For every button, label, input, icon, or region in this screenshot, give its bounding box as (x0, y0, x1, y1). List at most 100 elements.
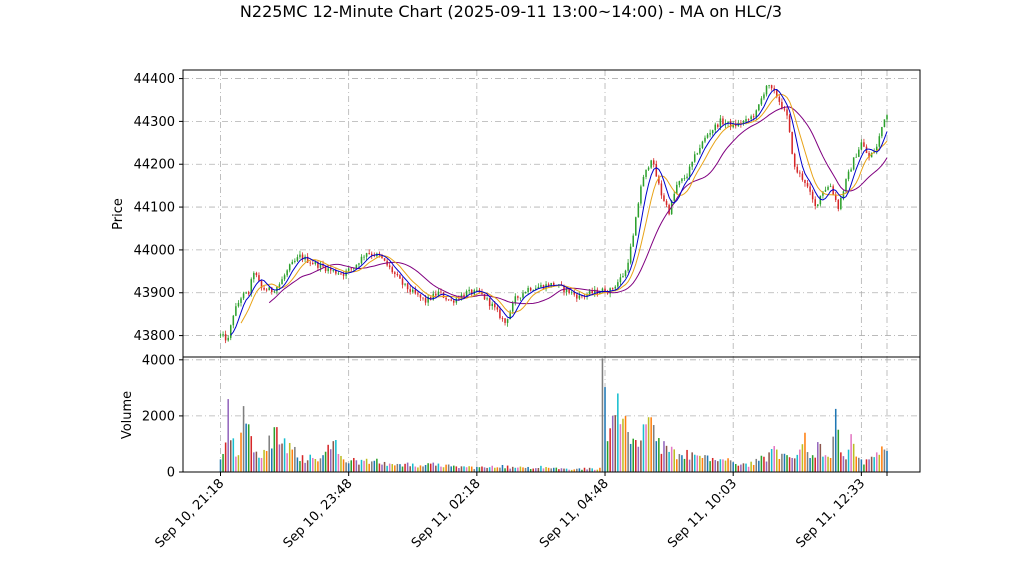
volume-bar (842, 456, 845, 472)
volume-bar (673, 449, 676, 472)
candle-down (383, 258, 386, 261)
candle-down (265, 289, 268, 291)
volume-bar (693, 454, 696, 472)
candle-down (301, 254, 304, 260)
candle-up (750, 116, 752, 120)
volume-bar (722, 459, 724, 472)
candle-down (668, 204, 670, 215)
candle-down (306, 256, 309, 263)
candle-down (483, 294, 486, 300)
volume-bar (360, 459, 363, 472)
volume-bar (745, 463, 747, 472)
candle-down (778, 96, 781, 102)
candle-down (335, 270, 337, 274)
volume-bar (232, 438, 235, 472)
ma-short-line (230, 89, 888, 336)
candle-down (793, 153, 796, 167)
candle-up (711, 130, 714, 134)
candle-down (665, 201, 668, 205)
volume-bar (593, 469, 596, 472)
volume-bar (235, 456, 237, 472)
volume-bar (663, 441, 665, 472)
volume-bar (258, 457, 260, 472)
volume-bar (306, 460, 309, 472)
candle-down (542, 285, 545, 289)
volume-bar (635, 440, 637, 472)
candle-up (855, 156, 858, 158)
volume-bar (758, 460, 760, 472)
volume-bar (578, 468, 581, 472)
volume-bar (629, 443, 632, 472)
candle-down (445, 297, 447, 300)
volume-bar (565, 468, 568, 472)
volume-bar (686, 449, 688, 472)
candle-up (758, 104, 760, 111)
volume-bar (581, 469, 583, 472)
volume-bar (329, 449, 332, 472)
candle-down (770, 85, 773, 89)
price-panel-frame (182, 69, 921, 358)
volume-bar (224, 442, 227, 472)
volume-bar (727, 458, 729, 472)
candle-up (642, 176, 645, 187)
candle-down (470, 289, 473, 295)
candle-up (886, 115, 888, 120)
volume-bar (558, 469, 560, 472)
volume-bar (522, 467, 524, 472)
volume-bar (486, 467, 488, 472)
volume-bar (514, 467, 517, 472)
candle-down (863, 142, 865, 147)
volume-bar (350, 460, 353, 472)
volume-tick-label: 4000 (142, 353, 175, 368)
candle-up (714, 124, 717, 131)
candle-down (406, 283, 409, 290)
volume-bar (604, 387, 606, 472)
candle-down (350, 268, 353, 270)
candle-up (519, 297, 522, 299)
price-tick-label: 43900 (134, 286, 175, 301)
volume-grid (183, 357, 920, 473)
volume-bar (401, 466, 404, 472)
volume-bar (314, 459, 317, 472)
volume-bar (863, 464, 865, 472)
volume-bar (799, 449, 801, 472)
volume-bar (373, 460, 376, 472)
volume-bar (555, 467, 558, 472)
candle-up (514, 296, 517, 303)
volume-bar (404, 463, 406, 472)
candle-down (419, 294, 422, 298)
volume-bar (368, 463, 370, 472)
volume-tick-label: 2000 (142, 409, 175, 424)
volume-bar (353, 457, 355, 472)
volume-bar (470, 466, 473, 472)
candle-up (268, 287, 270, 291)
candle-up (296, 257, 299, 261)
volume-bar (691, 452, 693, 472)
volume-bar (709, 461, 711, 472)
volume-tick-label: 0 (167, 466, 175, 481)
volume-bar (255, 451, 258, 472)
volume-bar (611, 415, 614, 472)
volume-bar (834, 408, 837, 472)
volume-bar (458, 468, 460, 472)
volume-bar (424, 464, 427, 472)
price-tick-label: 44300 (134, 115, 175, 130)
candle-up (250, 279, 253, 294)
volume-bar (706, 455, 709, 472)
volume-bar (642, 424, 645, 472)
candle-down (401, 278, 404, 285)
volume-bar (219, 459, 222, 472)
volume-bar (768, 452, 770, 472)
candle-up (686, 176, 688, 179)
candle-down (529, 287, 532, 291)
candle-up (522, 293, 524, 298)
candle-up (601, 288, 604, 293)
volume-bar (370, 461, 373, 472)
volume-bar (624, 416, 627, 472)
candle-up (327, 268, 329, 272)
volume-bar (776, 449, 778, 472)
volume-bar (588, 467, 591, 472)
candle-down (722, 118, 724, 125)
candle-up (696, 153, 699, 155)
